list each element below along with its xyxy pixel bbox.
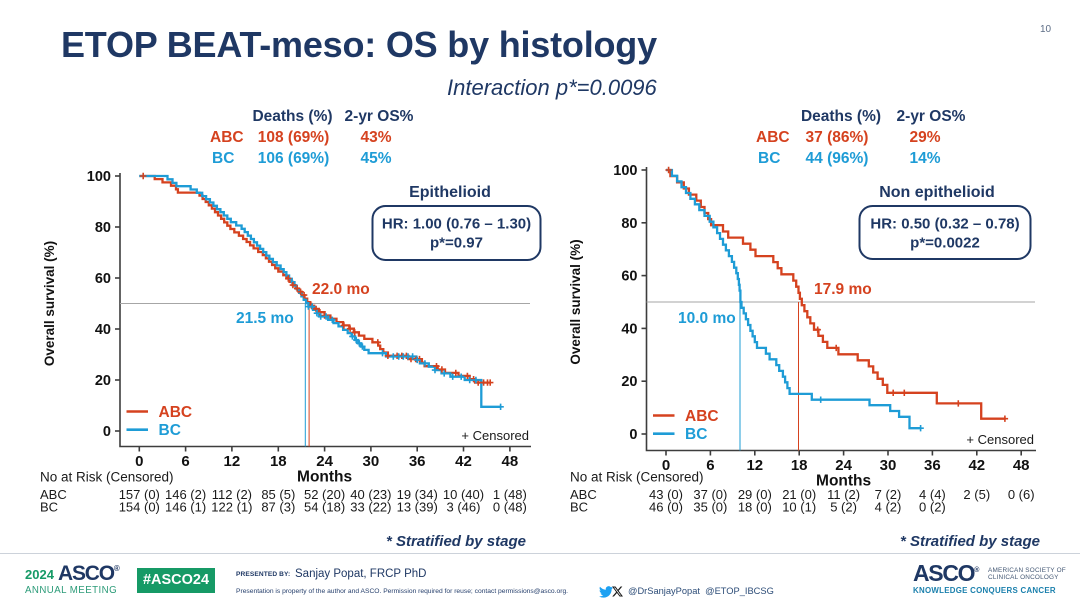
svg-text:No at Risk (Censored): No at Risk (Censored) <box>40 470 174 485</box>
svg-text:HR: 0.50 (0.32 – 0.78): HR: 0.50 (0.32 – 0.78) <box>870 216 1019 233</box>
svg-text:HR: 1.00 (0.76 – 1.30): HR: 1.00 (0.76 – 1.30) <box>382 216 531 233</box>
svg-text:2 (5): 2 (5) <box>963 487 990 502</box>
svg-text:11 (2): 11 (2) <box>827 487 860 502</box>
svg-text:Overall survival (%): Overall survival (%) <box>42 241 57 366</box>
svg-text:6: 6 <box>706 457 714 474</box>
svg-text:ABC: ABC <box>40 487 67 502</box>
svg-text:36: 36 <box>409 453 426 470</box>
svg-text:* Stratified by stage: * Stratified by stage <box>900 533 1040 550</box>
svg-text:0: 0 <box>103 424 111 440</box>
svg-text:87 (3): 87 (3) <box>261 500 295 515</box>
svg-text:0: 0 <box>662 457 670 474</box>
svg-text:6: 6 <box>181 453 189 470</box>
svg-text:52 (20): 52 (20) <box>304 487 345 502</box>
svg-text:10.0 mo: 10.0 mo <box>678 310 736 327</box>
svg-text:10 (1): 10 (1) <box>782 500 816 515</box>
svg-text:43 (0): 43 (0) <box>649 487 683 502</box>
svg-text:35 (0): 35 (0) <box>693 500 727 515</box>
svg-text:30: 30 <box>880 457 897 474</box>
svg-text:BC: BC <box>685 426 707 443</box>
svg-text:80: 80 <box>621 216 637 232</box>
svg-text:46 (0): 46 (0) <box>649 500 683 515</box>
svg-text:0 (48): 0 (48) <box>493 500 527 515</box>
svg-text:Months: Months <box>816 473 871 490</box>
svg-text:4 (4): 4 (4) <box>919 487 946 502</box>
svg-text:100: 100 <box>87 169 111 185</box>
svg-text:* Stratified by stage: * Stratified by stage <box>386 533 526 550</box>
svg-text:18: 18 <box>791 457 808 474</box>
svg-text:60: 60 <box>95 271 111 287</box>
svg-text:154 (0): 154 (0) <box>119 500 160 515</box>
svg-text:18 (0): 18 (0) <box>738 500 772 515</box>
svg-text:18: 18 <box>270 453 287 470</box>
svg-text:5 (2): 5 (2) <box>830 500 857 515</box>
svg-text:157 (0): 157 (0) <box>119 487 160 502</box>
svg-text:12: 12 <box>746 457 763 474</box>
svg-text:36: 36 <box>924 457 941 474</box>
svg-text:24: 24 <box>835 457 852 474</box>
svg-text:146 (2): 146 (2) <box>165 487 206 502</box>
svg-text:BC: BC <box>159 422 181 439</box>
svg-text:3 (46): 3 (46) <box>447 500 481 515</box>
svg-text:100: 100 <box>613 163 637 179</box>
svg-text:BC: BC <box>40 500 58 515</box>
svg-text:22.0 mo: 22.0 mo <box>312 281 370 298</box>
svg-text:0: 0 <box>629 427 637 443</box>
svg-text:Non epithelioid: Non epithelioid <box>879 184 995 201</box>
svg-text:ABC: ABC <box>685 408 719 425</box>
svg-text:21.5 mo: 21.5 mo <box>236 310 294 327</box>
svg-text:85 (5): 85 (5) <box>261 487 295 502</box>
svg-text:0: 0 <box>135 453 143 470</box>
svg-text:+ Censored: + Censored <box>461 428 529 443</box>
svg-text:0 (2): 0 (2) <box>919 500 946 515</box>
svg-text:21 (0): 21 (0) <box>782 487 816 502</box>
svg-text:17.9 mo: 17.9 mo <box>814 281 872 298</box>
svg-text:Overall survival (%): Overall survival (%) <box>568 239 583 364</box>
svg-text:112 (2): 112 (2) <box>212 487 252 502</box>
svg-text:4 (2): 4 (2) <box>875 500 902 515</box>
svg-text:33 (22): 33 (22) <box>350 500 391 515</box>
svg-text:40: 40 <box>621 321 637 337</box>
svg-text:0 (6): 0 (6) <box>1008 487 1035 502</box>
svg-text:1 (48): 1 (48) <box>493 487 527 502</box>
svg-text:42: 42 <box>455 453 472 470</box>
svg-text:19 (34): 19 (34) <box>397 487 438 502</box>
svg-text:p*=0.0022: p*=0.0022 <box>910 235 980 252</box>
svg-text:No at Risk (Censored): No at Risk (Censored) <box>570 470 704 485</box>
svg-text:20: 20 <box>95 373 111 389</box>
svg-text:60: 60 <box>621 269 637 285</box>
svg-text:20: 20 <box>621 374 637 390</box>
svg-text:40 (23): 40 (23) <box>350 487 391 502</box>
svg-text:7 (2): 7 (2) <box>875 487 902 502</box>
svg-text:+ Censored: + Censored <box>966 432 1034 447</box>
svg-text:48: 48 <box>502 453 519 470</box>
svg-text:ABC: ABC <box>159 404 193 421</box>
svg-text:13 (39): 13 (39) <box>397 500 438 515</box>
svg-text:146 (1): 146 (1) <box>165 500 206 515</box>
svg-text:p*=0.97: p*=0.97 <box>430 235 483 252</box>
svg-text:29 (0): 29 (0) <box>738 487 772 502</box>
svg-text:24: 24 <box>316 453 333 470</box>
svg-text:12: 12 <box>224 453 241 470</box>
svg-text:122 (1): 122 (1) <box>211 500 252 515</box>
svg-text:BC: BC <box>570 500 588 515</box>
svg-text:30: 30 <box>363 453 380 470</box>
svg-text:42: 42 <box>968 457 985 474</box>
svg-text:10 (40): 10 (40) <box>443 487 484 502</box>
svg-text:37 (0): 37 (0) <box>693 487 727 502</box>
svg-text:Epithelioid: Epithelioid <box>409 184 491 201</box>
svg-text:80: 80 <box>95 220 111 236</box>
svg-text:40: 40 <box>95 322 111 338</box>
svg-text:Months: Months <box>297 469 352 486</box>
svg-text:48: 48 <box>1013 457 1030 474</box>
svg-text:ABC: ABC <box>570 487 597 502</box>
svg-text:54 (18): 54 (18) <box>304 500 345 515</box>
